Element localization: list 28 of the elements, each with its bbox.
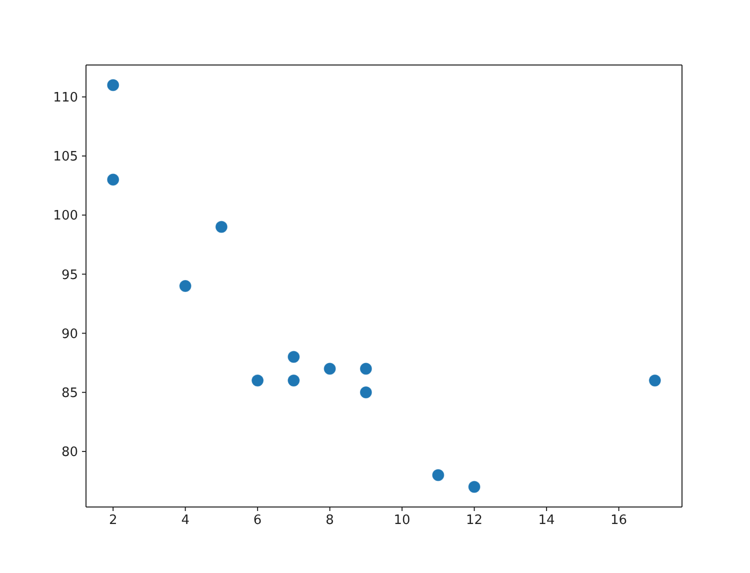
point xyxy=(648,374,662,387)
y-tick-label: 95 xyxy=(61,268,78,283)
x-tick-label: 2 xyxy=(108,513,118,528)
point xyxy=(432,468,444,482)
point xyxy=(324,362,336,376)
x-tick-label: 16 xyxy=(610,513,628,528)
x-tick-label: 6 xyxy=(253,513,262,528)
y-tick-label: 90 xyxy=(61,326,78,342)
point xyxy=(360,362,372,376)
x-tick-label: 10 xyxy=(394,513,410,528)
y-tick-label: 105 xyxy=(53,150,78,165)
point xyxy=(468,480,481,494)
point xyxy=(287,374,300,387)
point xyxy=(360,386,372,399)
x-tick-label: 4 xyxy=(181,513,190,528)
point xyxy=(179,280,192,292)
y-tick-label: 80 xyxy=(61,445,78,460)
x-tick-label: 12 xyxy=(466,513,483,528)
y-tick-label: 100 xyxy=(53,208,78,224)
point xyxy=(215,220,228,234)
y-tick-label: 85 xyxy=(61,386,78,401)
point xyxy=(106,173,120,186)
x-tick-label: 14 xyxy=(538,513,555,528)
y-tick-label: 110 xyxy=(53,90,78,106)
point xyxy=(106,78,120,92)
point xyxy=(287,350,300,364)
x-tick-label: 8 xyxy=(326,513,334,528)
point xyxy=(251,374,264,387)
